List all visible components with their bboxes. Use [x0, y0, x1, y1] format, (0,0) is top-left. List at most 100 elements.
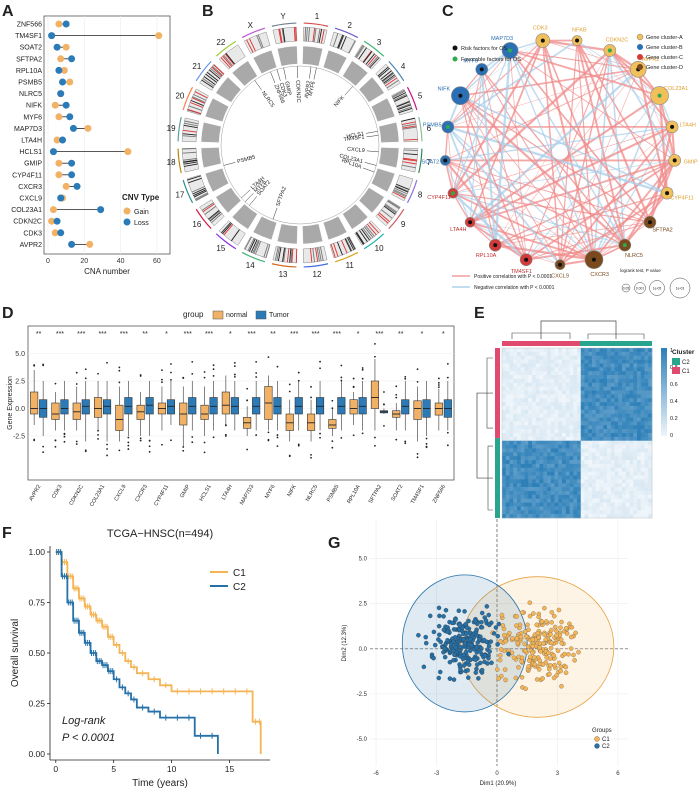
e-heat-cell — [536, 495, 540, 499]
e-heat-cell — [525, 476, 529, 480]
d-signif: *** — [120, 331, 128, 338]
e-heat-cell — [615, 483, 619, 487]
e-heat-cell — [510, 387, 514, 391]
e-heat-cell — [630, 360, 634, 364]
e-heat-cell — [536, 352, 540, 356]
e-heat-cell — [513, 406, 517, 410]
e-heat-cell — [517, 421, 521, 425]
e-heat-cell — [510, 441, 514, 445]
e-heat-cell — [528, 483, 532, 487]
e-heat-cell — [562, 387, 566, 391]
e-heat-cell — [630, 418, 634, 422]
b-chrom-label: 15 — [216, 244, 225, 253]
e-heat-cell — [573, 476, 577, 480]
e-heat-cell — [570, 503, 574, 507]
e-heat-cell — [603, 418, 607, 422]
e-heat-cell — [513, 460, 517, 464]
e-heat-cell — [525, 503, 529, 507]
e-heat-cell — [570, 367, 574, 371]
e-heat-cell — [630, 483, 634, 487]
e-heat-cell — [510, 468, 514, 472]
e-heat-cell — [607, 495, 611, 499]
e-heat-cell — [633, 383, 637, 387]
e-heat-cell — [648, 371, 652, 375]
e-heat-cell — [626, 476, 630, 480]
e-heat-cell — [543, 356, 547, 360]
e-heat-cell — [543, 468, 547, 472]
b-track-segment — [277, 224, 297, 244]
e-heat-cell — [641, 487, 645, 491]
panel-f: F TCGA−HNSC(n=494) 0.000.250.500.751.00 … — [2, 525, 270, 789]
e-heat-cell — [525, 391, 529, 395]
g-point-c1 — [515, 636, 519, 640]
e-heat-cell — [592, 371, 596, 375]
e-heat-cell — [555, 414, 559, 418]
e-heat-cell — [618, 483, 622, 487]
e-heat-cell — [525, 499, 529, 503]
e-heat-cell — [615, 406, 619, 410]
e-heat-cell — [611, 352, 615, 356]
e-heat-cell — [532, 394, 536, 398]
e-heat-cell — [577, 410, 581, 414]
e-heat-cell — [615, 456, 619, 460]
e-heat-cell — [618, 367, 622, 371]
d-xtick-label: SFTPA2 — [368, 484, 383, 505]
e-heat-cell — [521, 503, 525, 507]
g-point-c1 — [537, 615, 541, 619]
g-point-c2 — [433, 643, 437, 647]
d-outlier — [310, 386, 312, 388]
b-chrom-label: 22 — [216, 38, 225, 47]
e-heat-cell — [532, 483, 536, 487]
d-outlier — [340, 365, 342, 367]
e-heat-cell — [521, 468, 525, 472]
b-gene-tick — [273, 208, 277, 219]
e-heat-cell — [626, 448, 630, 452]
e-heat-cell — [570, 456, 574, 460]
e-heat-cell — [540, 479, 544, 483]
e-heat-cell — [513, 433, 517, 437]
e-heat-cell — [513, 348, 517, 352]
e-heat-cell — [513, 468, 517, 472]
e-heat-cell — [528, 468, 532, 472]
e-heat-cell — [528, 398, 532, 402]
e-heat-cell — [607, 425, 611, 429]
e-heat-cell — [581, 356, 585, 360]
e-heat-cell — [513, 402, 517, 406]
e-heat-cell — [630, 479, 634, 483]
e-heat-cell — [517, 387, 521, 391]
g-point-c1 — [531, 644, 535, 648]
e-heat-cell — [585, 414, 589, 418]
f-xtick-label: 5 — [111, 764, 116, 774]
e-heat-cell — [637, 394, 641, 398]
c-size-3-label: 1e-05 — [653, 287, 662, 291]
e-heat-cell — [641, 414, 645, 418]
e-heat-cell — [626, 379, 630, 383]
d-box — [329, 420, 337, 429]
d-outlier — [255, 376, 257, 378]
e-heat-cell — [581, 491, 585, 495]
e-heat-cell — [596, 363, 600, 367]
e-heat-cell — [506, 464, 510, 468]
d-outlier — [234, 374, 236, 376]
g-point-c1 — [547, 667, 551, 671]
e-heat-cell — [626, 360, 630, 364]
e-heat-cell — [562, 468, 566, 472]
e-heat-cell — [600, 379, 604, 383]
e-heat-cell — [517, 379, 521, 383]
e-heat-cell — [562, 356, 566, 360]
e-heat-cell — [641, 472, 645, 476]
e-heat-cell — [607, 487, 611, 491]
b-gene-label: TM4SF1 — [343, 135, 365, 144]
e-heat-cell — [573, 414, 577, 418]
e-heat-cell — [615, 460, 619, 464]
e-heat-cell — [513, 425, 517, 429]
e-heat-cell — [513, 398, 517, 402]
e-heat-cell — [637, 398, 641, 402]
d-outlier — [277, 445, 279, 447]
b-gene-label: SFTPA2 — [275, 186, 288, 207]
e-heat-cell — [510, 495, 514, 499]
d-outlier — [417, 368, 419, 370]
e-heat-cell — [648, 441, 652, 445]
d-xtick-label: CYP4F11 — [153, 484, 170, 507]
e-heat-cell — [562, 452, 566, 456]
